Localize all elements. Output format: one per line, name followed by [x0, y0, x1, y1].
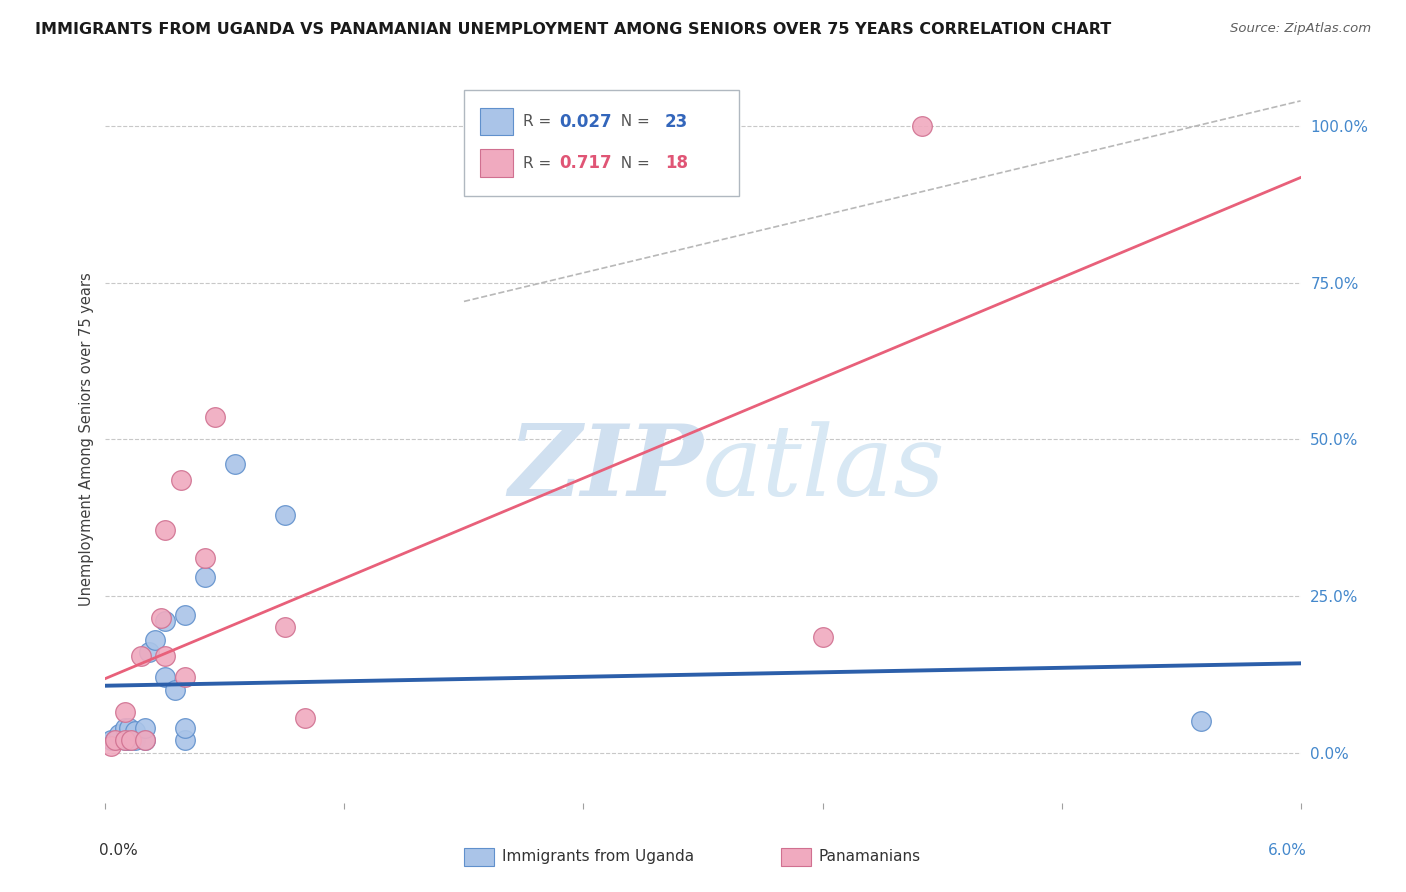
Point	[174, 670, 197, 684]
Text: N =: N =	[612, 114, 655, 129]
Text: IMMIGRANTS FROM UGANDA VS PANAMANIAN UNEMPLOYMENT AMONG SENIORS OVER 75 YEARS CO: IMMIGRANTS FROM UGANDA VS PANAMANIAN UNE…	[35, 22, 1111, 37]
Point	[124, 733, 146, 747]
FancyBboxPatch shape	[780, 848, 810, 866]
Point	[294, 711, 316, 725]
Point	[1189, 714, 1212, 729]
Point	[165, 683, 187, 698]
Point	[170, 473, 193, 487]
Point	[104, 733, 127, 747]
Point	[138, 645, 160, 659]
Point	[174, 733, 197, 747]
Point	[118, 721, 141, 735]
Point	[134, 721, 156, 735]
Text: ZIP: ZIP	[508, 420, 703, 516]
Text: R =: R =	[523, 155, 555, 170]
Text: N =: N =	[612, 155, 655, 170]
FancyBboxPatch shape	[464, 848, 494, 866]
Y-axis label: Unemployment Among Seniors over 75 years: Unemployment Among Seniors over 75 years	[79, 272, 94, 607]
Text: 23: 23	[665, 112, 688, 130]
Point	[118, 733, 141, 747]
Point	[143, 632, 166, 647]
Point	[174, 721, 197, 735]
Point	[811, 630, 834, 644]
Point	[911, 119, 934, 133]
Text: Source: ZipAtlas.com: Source: ZipAtlas.com	[1230, 22, 1371, 36]
Text: 0.027: 0.027	[560, 112, 612, 130]
Text: Panamanians: Panamanians	[818, 849, 921, 864]
Point	[153, 523, 177, 537]
Text: 6.0%: 6.0%	[1268, 843, 1306, 858]
Point	[273, 508, 295, 522]
Text: R =: R =	[523, 114, 555, 129]
Point	[134, 733, 156, 747]
Point	[153, 670, 177, 684]
Text: Immigrants from Uganda: Immigrants from Uganda	[502, 849, 695, 864]
Point	[224, 458, 246, 472]
Text: atlas: atlas	[703, 421, 946, 516]
Point	[100, 739, 122, 754]
Point	[120, 733, 142, 747]
Point	[104, 733, 127, 747]
Point	[114, 733, 136, 747]
Text: 0.0%: 0.0%	[100, 843, 138, 858]
Point	[153, 648, 177, 663]
Point	[129, 648, 153, 663]
Point	[174, 607, 197, 622]
FancyBboxPatch shape	[479, 108, 513, 136]
Point	[153, 614, 177, 628]
Point	[114, 705, 136, 719]
Point	[100, 733, 122, 747]
FancyBboxPatch shape	[479, 149, 513, 177]
Point	[108, 727, 131, 741]
Text: 0.717: 0.717	[560, 154, 612, 172]
Text: 18: 18	[665, 154, 688, 172]
Point	[124, 723, 146, 738]
Point	[134, 733, 156, 747]
Point	[273, 620, 295, 634]
Point	[114, 721, 136, 735]
Point	[150, 611, 173, 625]
Point	[204, 410, 226, 425]
Point	[194, 570, 217, 584]
FancyBboxPatch shape	[464, 90, 740, 195]
Point	[114, 733, 136, 747]
Point	[194, 551, 217, 566]
